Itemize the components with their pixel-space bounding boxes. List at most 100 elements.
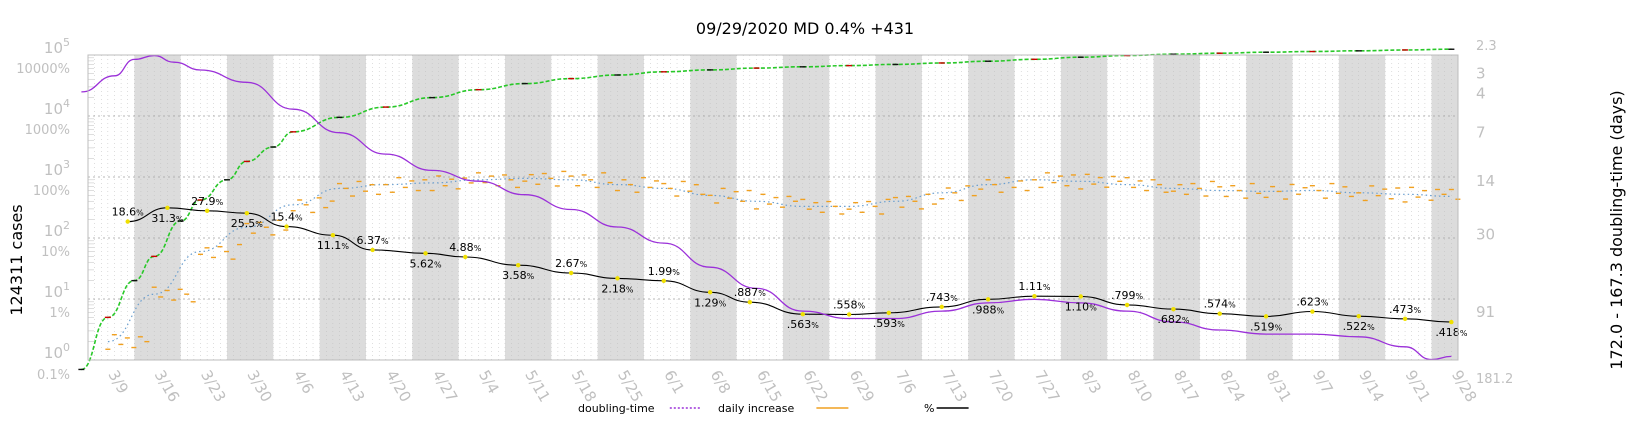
annotation-unit: % <box>295 214 303 223</box>
week-band <box>690 55 737 360</box>
percent-annotation: .887% <box>734 286 767 299</box>
x-tick-label: 5/11 <box>521 367 553 405</box>
percent-annotation: .623% <box>1296 296 1329 309</box>
percent-annotation: .522% <box>1343 320 1376 333</box>
annotation-value: 4.88 <box>449 241 474 254</box>
percent-point <box>165 205 170 210</box>
week-band <box>782 55 830 360</box>
annotation-unit: % <box>341 242 349 251</box>
x-tick-label: 5/18 <box>568 367 600 405</box>
annotation-value: .473 <box>1389 303 1414 316</box>
x-tick-label: 9/7 <box>1309 367 1337 397</box>
percent-point <box>1078 294 1083 299</box>
annotation-unit: % <box>136 209 144 218</box>
y-tick-doubling: 14 <box>1476 172 1495 190</box>
annotation-value: .682 <box>1157 313 1182 326</box>
percent-annotation: .988% <box>972 303 1005 316</box>
cumulative-series <box>78 48 1455 371</box>
week-band <box>412 55 459 360</box>
annotation-value: 1.10 <box>1065 300 1090 313</box>
annotation-unit: % <box>1413 306 1421 315</box>
x-tick-label: 4/6 <box>290 367 318 397</box>
annotation-unit: % <box>1321 299 1329 308</box>
x-tick-label: 4/13 <box>336 367 368 405</box>
x-tick-label: 8/10 <box>1124 367 1156 405</box>
y-tick-cases: 101 <box>44 280 70 301</box>
percent-annotation: 5.62% <box>409 257 442 270</box>
annotation-value: 11.1 <box>317 239 342 252</box>
x-tick-label: 6/8 <box>707 367 735 397</box>
annotation-value: .574 <box>1204 298 1229 311</box>
y-tick-percent: 10% <box>41 245 70 260</box>
x-tick-label: 6/15 <box>753 367 785 405</box>
annotation-value: 5.62 <box>409 257 434 270</box>
annotation-unit: % <box>1182 316 1190 325</box>
percent-point <box>284 224 289 229</box>
week-band <box>875 55 922 360</box>
percent-point <box>463 254 468 260</box>
percent-annotation: 11.1% <box>317 239 350 252</box>
week-band <box>1338 55 1386 360</box>
x-tick-label: 3/30 <box>243 367 275 405</box>
percent-point <box>1402 316 1408 322</box>
tick-base: 10 <box>44 222 63 240</box>
annotation-unit: % <box>1089 303 1097 312</box>
annotation-value: 18.6 <box>112 206 137 219</box>
y-tick-cases: 103 <box>44 158 70 179</box>
tick-exponent: 0 <box>63 341 70 354</box>
percent-annotation: 31.3% <box>151 212 184 225</box>
doubling-time-line <box>81 54 1452 361</box>
x-tick-label: 8/31 <box>1263 367 1295 405</box>
percent-point <box>423 251 428 256</box>
y-tick-doubling: 91 <box>1476 303 1495 321</box>
annotation-unit: % <box>997 306 1005 315</box>
x-tick-label: 8/24 <box>1216 367 1248 405</box>
percent-annotation: 2.18% <box>601 282 634 295</box>
annotation-unit: % <box>719 299 727 308</box>
percent-annotation: 15.4% <box>270 211 303 224</box>
annotation-unit: % <box>527 272 535 281</box>
annotation-unit: % <box>626 285 634 294</box>
percent-point <box>886 310 892 316</box>
annotation-value: .519 <box>1250 320 1275 333</box>
x-tick-label: 9/14 <box>1355 367 1387 405</box>
annotation-value: 3.58 <box>502 269 527 282</box>
annotation-value: 25.5 <box>231 217 256 230</box>
percent-annotation: .418% <box>1435 326 1468 339</box>
percent-point <box>568 270 574 276</box>
percent-annotation: .682% <box>1157 313 1190 326</box>
percent-point <box>707 290 713 295</box>
week-band <box>597 55 644 360</box>
annotation-value: 2.18 <box>601 282 626 295</box>
percent-point <box>800 312 805 317</box>
y-tick-doubling: 4 <box>1476 85 1486 103</box>
percent-annotation: 4.88% <box>449 241 482 254</box>
annotation-value: 1.29 <box>694 296 719 309</box>
annotation-value: .558 <box>833 298 858 311</box>
percent-series <box>125 205 1454 325</box>
percent-line <box>127 207 1452 323</box>
tick-exponent: 2 <box>63 219 70 232</box>
percent-annotation: 25.5% <box>231 217 264 230</box>
annotation-value: .522 <box>1343 320 1368 333</box>
y-tick-cases: 102 <box>44 219 70 240</box>
legend-label: daily increase <box>718 402 794 415</box>
annotation-unit: % <box>1043 283 1051 292</box>
x-tick-label: 6/22 <box>799 367 831 405</box>
x-tick-label: 9/21 <box>1402 367 1434 405</box>
annotation-unit: % <box>672 268 680 277</box>
x-tick-label: 7/27 <box>1031 367 1063 405</box>
legend: doubling-time daily increase% <box>578 402 969 415</box>
y-tick-doubling: 2.3 <box>1476 39 1497 54</box>
chart-title: 09/29/2020 MD 0.4% +431 <box>696 19 914 38</box>
annotation-unit: % <box>580 260 588 269</box>
tick-exponent: 1 <box>63 280 70 293</box>
y-tick-percent: 10000% <box>16 62 70 77</box>
percent-annotation: .743% <box>926 291 959 304</box>
x-tick-label: 3/16 <box>151 367 183 405</box>
percent-point <box>1171 306 1176 312</box>
x-tick-label: 3/23 <box>197 367 229 405</box>
doubling-time-series <box>81 54 1452 361</box>
x-tick-label: 6/1 <box>660 367 688 397</box>
y-tick-doubling: 30 <box>1476 225 1495 243</box>
